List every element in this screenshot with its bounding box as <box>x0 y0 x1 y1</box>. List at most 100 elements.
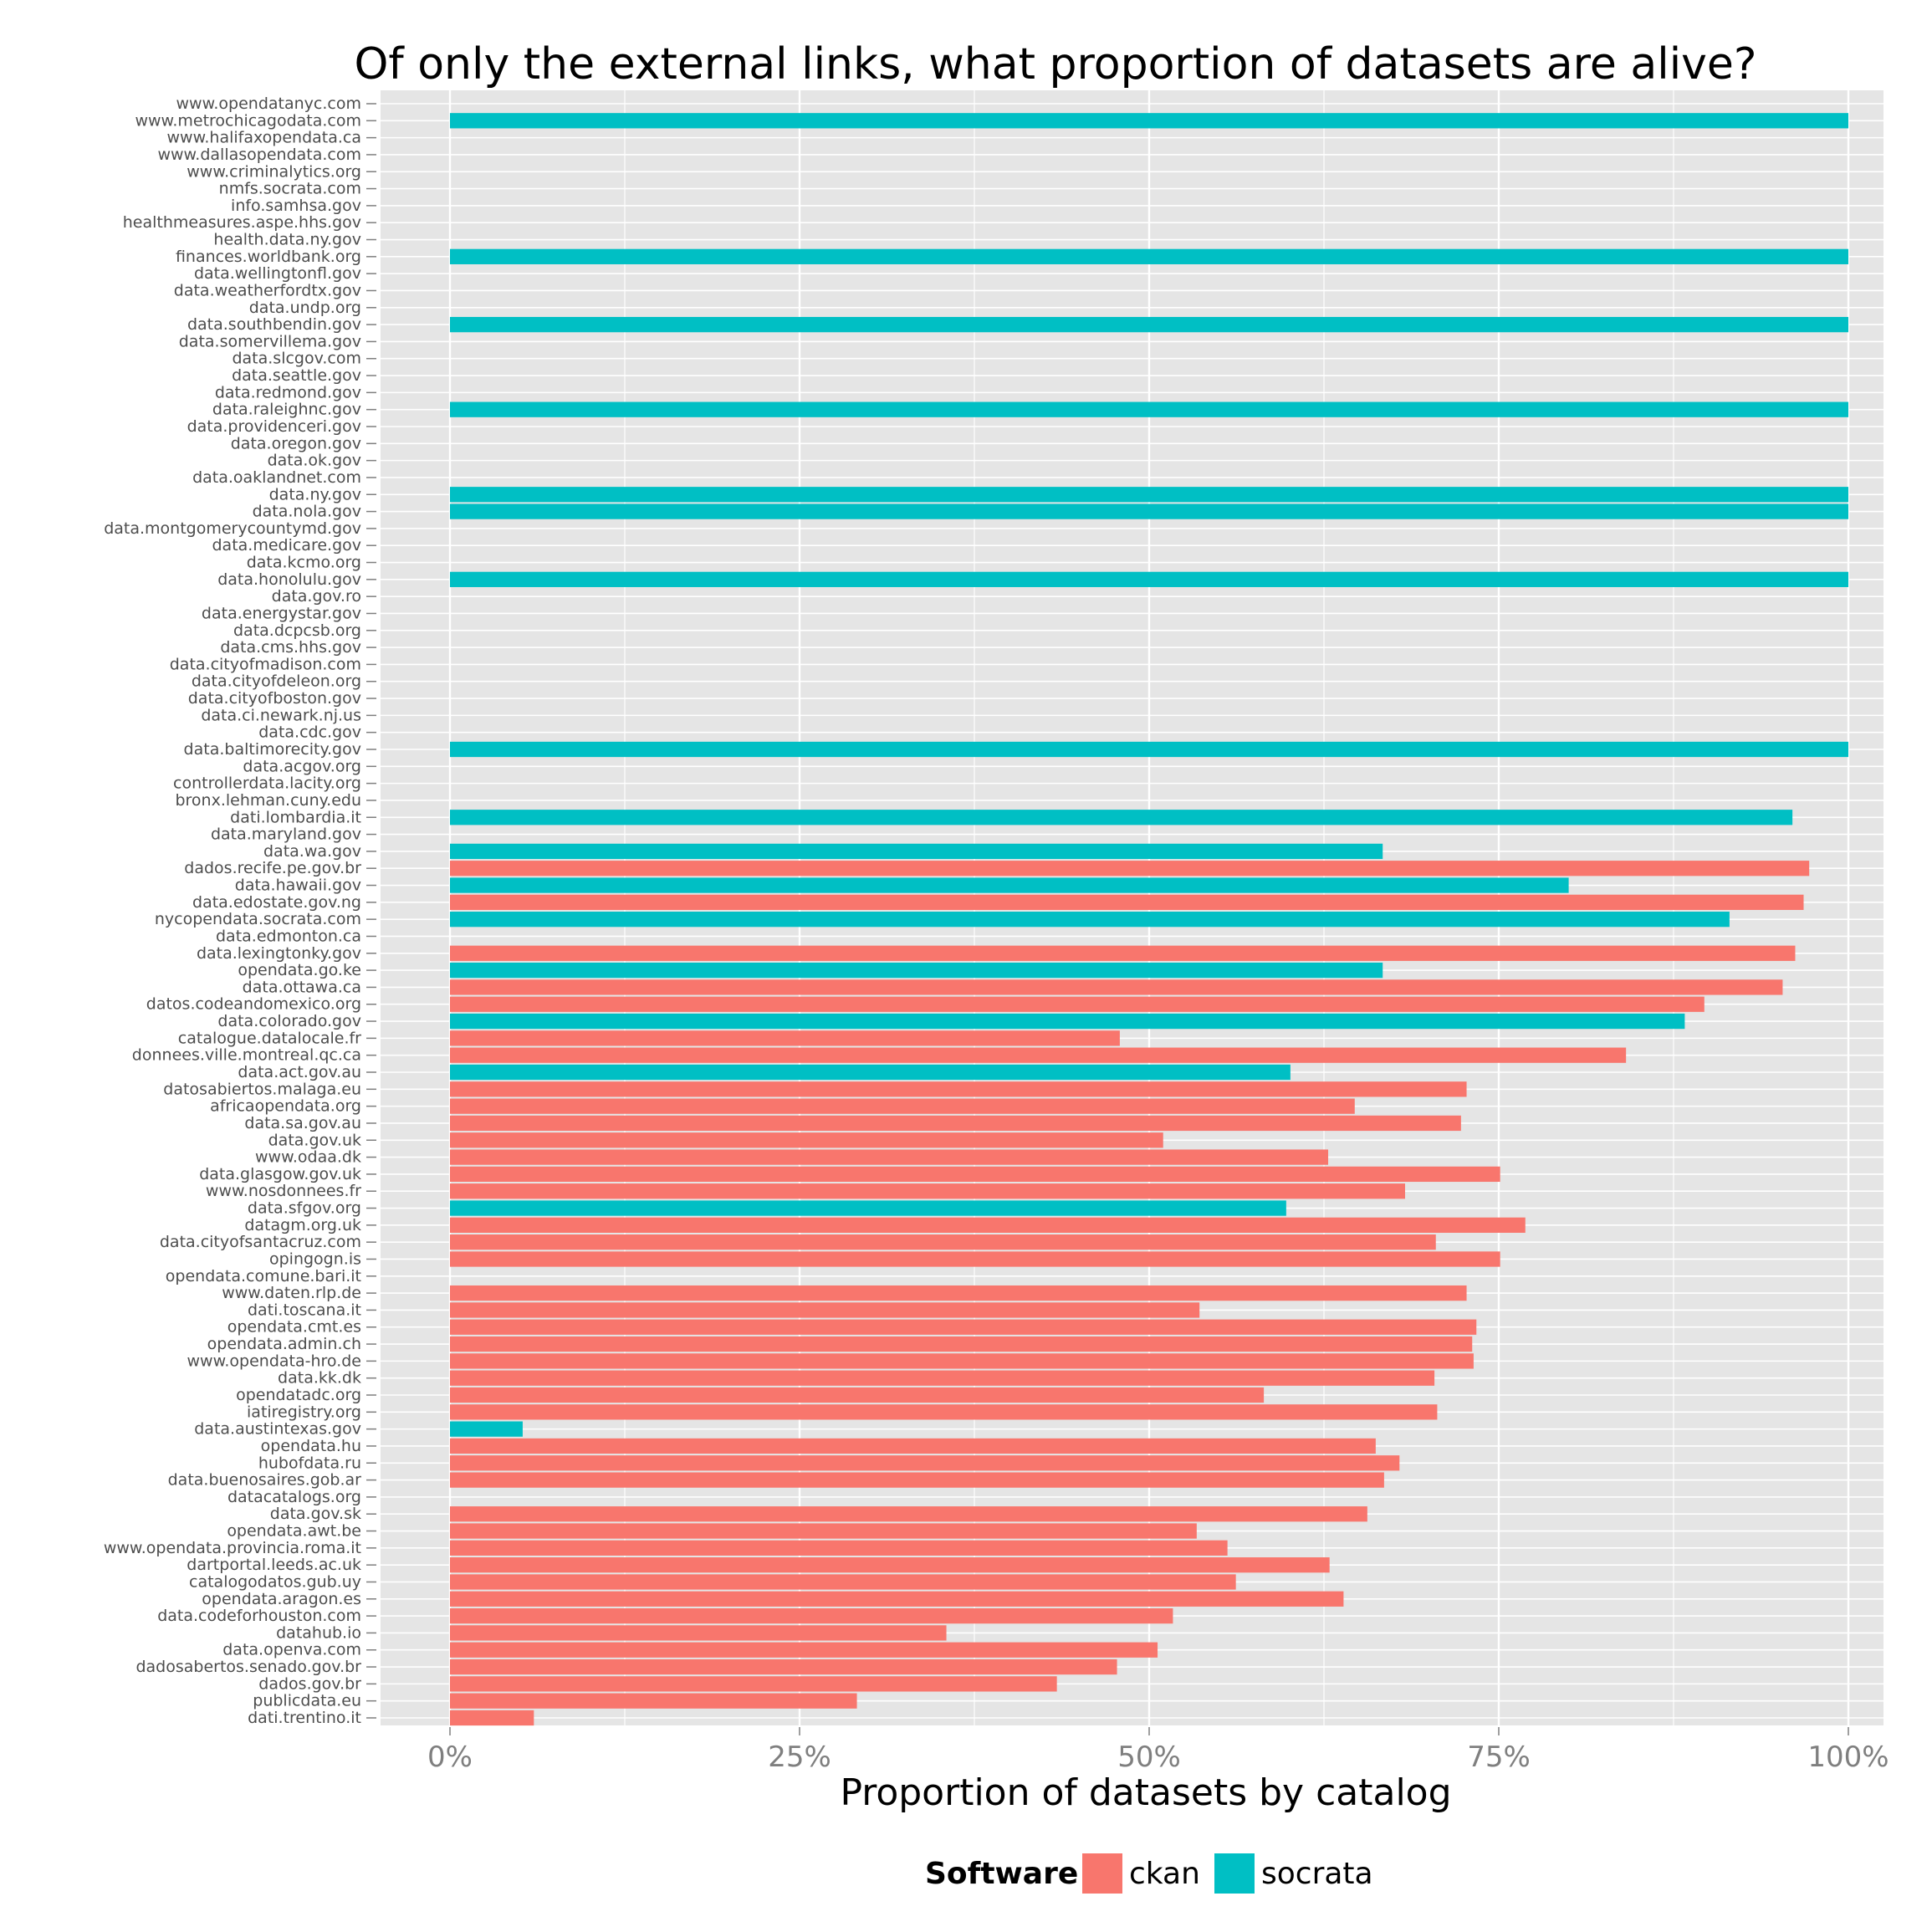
chart-title: Of only the external links, what proport… <box>354 39 1756 89</box>
bar-ckan <box>450 1506 1367 1522</box>
bars <box>450 113 1848 1726</box>
bar-socrata <box>450 1064 1291 1081</box>
bar-ckan <box>450 1557 1330 1573</box>
category-label: data.cityofmadison.com <box>170 655 361 673</box>
category-label: data.maryland.gov <box>211 825 361 844</box>
x-axis-title: Proportion of datasets by catalog <box>840 1771 1451 1814</box>
bar-ckan <box>450 1302 1200 1318</box>
bar-ckan <box>450 1217 1526 1233</box>
category-label: datos.codeandomexico.org <box>146 995 361 1014</box>
category-label: opendata.comune.bari.it <box>166 1267 361 1285</box>
legend-key-ckan <box>1082 1853 1122 1894</box>
category-label: data.kcmo.org <box>247 554 361 572</box>
category-label: africaopendata.org <box>210 1097 361 1116</box>
category-label: data.acgov.org <box>243 757 361 775</box>
category-label: data.somervillema.gov <box>179 332 361 350</box>
category-label: www.nosdonnees.fr <box>206 1182 361 1200</box>
bar-socrata <box>450 810 1793 825</box>
category-label: publicdata.eu <box>253 1692 361 1710</box>
bar-ckan <box>450 1047 1627 1063</box>
bar-socrata <box>450 1200 1286 1216</box>
category-label: opendata.cmt.es <box>227 1318 361 1337</box>
category-label: data.cms.hhs.gov <box>220 638 361 657</box>
category-label: data.southbendin.gov <box>187 315 361 334</box>
category-label: data.oregon.gov <box>231 434 361 452</box>
bar-ckan <box>450 1030 1120 1046</box>
category-label: data.openva.com <box>222 1641 361 1659</box>
category-label: www.opendatanyc.com <box>176 95 361 113</box>
category-label: dartportal.leeds.ac.uk <box>187 1556 361 1574</box>
category-label: bronx.lehman.cuny.edu <box>175 791 361 810</box>
category-label: datosabiertos.malaga.eu <box>163 1080 361 1098</box>
category-label: finances.worldbank.org <box>176 248 361 266</box>
bar-ckan <box>450 1523 1197 1539</box>
bar-ckan <box>450 861 1810 877</box>
category-label: data.nola.gov <box>253 503 361 521</box>
bar-ckan <box>450 996 1705 1012</box>
x-tick-label: 75% <box>1467 1740 1531 1774</box>
category-label: dados.recife.pe.gov.br <box>184 859 361 877</box>
x-tick-label: 0% <box>427 1740 473 1774</box>
category-label: data.baltimorecity.gov <box>184 740 361 759</box>
category-label: opendata.admin.ch <box>207 1335 361 1353</box>
bar-socrata <box>450 503 1848 519</box>
category-label: data.montgomerycountymd.gov <box>104 519 361 538</box>
bar-ckan <box>450 1676 1057 1692</box>
category-label: data.gov.ro <box>272 587 361 606</box>
category-label: data.providenceri.gov <box>187 417 361 436</box>
category-labels: www.opendatanyc.comwww.metrochicagodata.… <box>104 95 376 1727</box>
category-label: opingogn.is <box>269 1250 361 1268</box>
legend-label-ckan: ckan <box>1129 1857 1200 1891</box>
bar-ckan <box>450 1166 1500 1183</box>
bar-socrata <box>450 1421 523 1437</box>
category-label: data.ok.gov <box>268 452 361 470</box>
category-label: data.gov.uk <box>268 1131 361 1149</box>
category-label: controllerdata.lacity.org <box>173 774 361 793</box>
category-label: data.kk.dk <box>278 1369 361 1388</box>
category-label: www.criminalytics.org <box>187 162 361 181</box>
bar-socrata <box>450 113 1848 129</box>
bar-ckan <box>450 1642 1158 1658</box>
bar-ckan <box>450 1438 1376 1454</box>
bar-ckan <box>450 1319 1477 1335</box>
bar-ckan <box>450 1132 1163 1148</box>
bar-socrata <box>450 401 1848 417</box>
bar-socrata <box>450 962 1383 979</box>
category-label: data.sfgov.org <box>248 1199 361 1218</box>
bar-socrata <box>450 877 1569 893</box>
category-label: data.lexingtonky.gov <box>197 944 361 963</box>
bar-ckan <box>450 1574 1236 1590</box>
bar-ckan <box>450 1234 1436 1250</box>
category-label: data.cityofdeleon.org <box>192 672 361 691</box>
category-label: dati.trentino.it <box>248 1709 361 1727</box>
category-label: opendata.go.ke <box>238 961 361 979</box>
category-label: data.codeforhouston.com <box>157 1607 361 1625</box>
category-label: catalogodatos.gub.uy <box>189 1572 361 1591</box>
bar-ckan <box>450 1404 1438 1420</box>
category-label: www.metrochicagodata.com <box>135 111 361 130</box>
x-tick-labels: 0% 25% 50% 75% 100% <box>427 1727 1889 1774</box>
category-label: data.ny.gov <box>269 485 361 503</box>
category-label: data.ci.newark.nj.us <box>201 706 361 724</box>
legend-title: Software <box>925 1857 1078 1891</box>
bar-ckan <box>450 1387 1265 1403</box>
category-label: data.seattle.gov <box>232 366 361 385</box>
bar-ckan <box>450 1251 1500 1267</box>
category-label: data.wa.gov <box>263 842 361 861</box>
category-label: data.dcpcsb.org <box>233 621 361 640</box>
bar-ckan <box>450 945 1796 961</box>
bar-ckan <box>450 1607 1173 1624</box>
category-label: datahub.io <box>276 1623 361 1642</box>
bar-socrata <box>450 487 1848 503</box>
category-label: data.wellingtonfl.gov <box>194 264 361 283</box>
category-label: dados.gov.br <box>258 1674 361 1693</box>
category-label: healthmeasures.aspe.hhs.gov <box>123 213 361 232</box>
bar-socrata <box>450 843 1383 860</box>
bar-ckan <box>450 1591 1344 1607</box>
category-label: data.energystar.gov <box>202 604 361 622</box>
category-label: datacatalogs.org <box>227 1488 361 1506</box>
bar-socrata <box>450 316 1848 333</box>
legend-label-socrata: socrata <box>1261 1857 1373 1891</box>
x-tick-label: 25% <box>768 1740 831 1774</box>
category-label: www.halifaxopendata.ca <box>167 129 362 147</box>
